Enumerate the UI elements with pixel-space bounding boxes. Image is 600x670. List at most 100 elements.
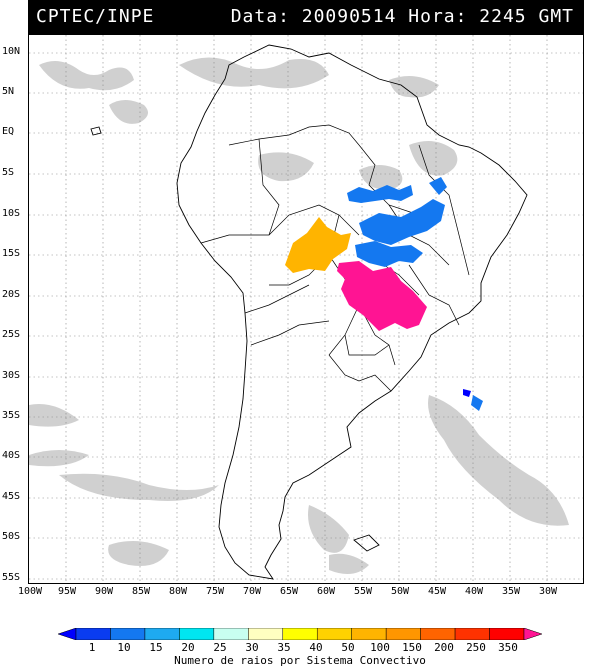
legend-swatch	[420, 628, 456, 640]
legend-title: Numero de raios por Sistema Convectivo	[174, 654, 426, 667]
legend-swatch	[248, 628, 284, 640]
border-line	[344, 334, 390, 356]
border-line	[258, 138, 280, 236]
lat-label: 5S	[2, 167, 15, 178]
legend-value: 30	[245, 641, 259, 654]
legend-value: 150	[402, 641, 422, 654]
lon-label: 55W	[353, 586, 373, 597]
legend-value: 100	[370, 641, 390, 654]
lon-label: 85W	[131, 586, 151, 597]
lon-label: 70W	[242, 586, 262, 597]
lon-label: 80W	[168, 586, 188, 597]
source-title: CPTEC/INPE	[36, 6, 155, 27]
legend-swatch	[58, 628, 77, 640]
galapagos-island	[90, 126, 102, 136]
legend-swatch	[282, 628, 318, 640]
cloud-patch	[108, 541, 169, 566]
legend-value: 15	[149, 641, 163, 654]
cloud-patch	[109, 100, 148, 124]
lat-label: 55S	[2, 572, 21, 583]
lat-label: 5N	[2, 86, 15, 97]
lon-label: 90W	[94, 586, 114, 597]
border-line	[328, 354, 392, 392]
cloud-patch	[329, 553, 369, 574]
pink-cell	[337, 261, 427, 331]
blue-cell	[347, 185, 413, 203]
legend-value: 350	[498, 641, 518, 654]
legend-value: 250	[466, 641, 486, 654]
lat-label: 40S	[2, 450, 21, 461]
lat-label: 10S	[2, 208, 21, 219]
legend-value: 20	[181, 641, 195, 654]
map-frame	[28, 34, 584, 584]
lon-label: 35W	[501, 586, 521, 597]
legend-swatch	[75, 628, 111, 640]
legend-value: 200	[434, 641, 454, 654]
state-line	[418, 144, 470, 276]
blue-cell	[355, 241, 423, 267]
lat-label: 30S	[2, 370, 21, 381]
lat-label: 20S	[2, 289, 21, 300]
legend-swatch	[316, 628, 352, 640]
cloud-patch	[29, 450, 89, 467]
cloud-patch	[179, 57, 329, 89]
lon-label: 95W	[57, 586, 77, 597]
border-line	[228, 124, 360, 146]
lon-label: 100W	[17, 586, 43, 597]
legend-swatch	[489, 628, 525, 640]
legend-swatch	[454, 628, 490, 640]
datetime-title: Data: 20090514 Hora: 2245 GMT	[230, 6, 574, 27]
navy-cell	[463, 389, 471, 397]
lat-label: 50S	[2, 531, 21, 542]
legend-swatch	[385, 628, 421, 640]
legend-value: 50	[341, 641, 355, 654]
legend-value: 40	[309, 641, 323, 654]
convective-cells-layer	[285, 177, 483, 411]
blue-cell	[429, 177, 447, 195]
cloud-patch	[258, 152, 314, 182]
legend-swatch	[144, 628, 180, 640]
cloud-patch	[389, 76, 439, 98]
lon-label: 50W	[390, 586, 410, 597]
coastline-layer	[90, 44, 528, 580]
legend-value: 25	[213, 641, 227, 654]
title-bar: CPTEC/INPE Data: 20090514 Hora: 2245 GMT	[28, 0, 584, 34]
legend-swatch	[179, 628, 215, 640]
lon-label: 60W	[316, 586, 336, 597]
lat-label: 45S	[2, 491, 21, 502]
cloud-patch	[39, 61, 134, 91]
cloud-patch	[428, 395, 569, 526]
legend-swatch	[213, 628, 249, 640]
cloud-patch	[308, 505, 349, 553]
lat-label: 35S	[2, 410, 21, 421]
legend-value: 35	[277, 641, 291, 654]
cloud-patch	[59, 473, 219, 501]
lon-label: 65W	[279, 586, 299, 597]
legend-swatch	[523, 628, 542, 640]
lon-label: 40W	[464, 586, 484, 597]
border-line	[244, 284, 310, 314]
orange-cell	[285, 217, 351, 273]
legend-colorbar	[58, 628, 542, 640]
cloud-patch	[409, 141, 458, 176]
lon-label: 45W	[427, 586, 447, 597]
lat-label: 10N	[2, 46, 21, 57]
lat-label: EQ	[2, 126, 15, 137]
border-line	[250, 320, 330, 346]
legend-swatch	[351, 628, 387, 640]
falklands-island	[353, 534, 380, 552]
legend-value: 10	[117, 641, 131, 654]
lon-label: 75W	[205, 586, 225, 597]
blue-cell	[471, 395, 483, 411]
state-line	[408, 264, 460, 326]
map-canvas	[29, 35, 583, 583]
lat-label: 15S	[2, 248, 21, 259]
border-line	[358, 304, 396, 366]
legend-value: 1	[88, 641, 96, 654]
south-america-coastline	[176, 44, 528, 580]
lon-label: 30W	[538, 586, 558, 597]
cloud-patch	[359, 165, 403, 190]
state-line	[358, 144, 420, 216]
lat-label: 25S	[2, 329, 21, 340]
legend-swatch	[110, 628, 146, 640]
